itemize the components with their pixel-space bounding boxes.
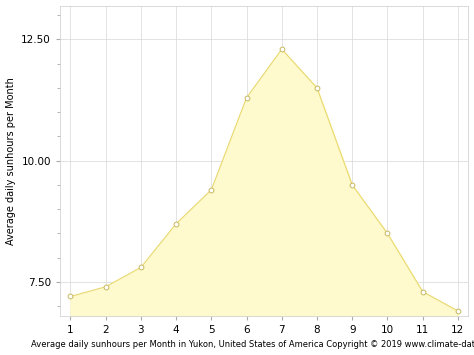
X-axis label: Average daily sunhours per Month in Yukon, United States of America Copyright © : Average daily sunhours per Month in Yuko… [31,340,474,349]
Point [173,221,180,226]
Point [278,47,285,52]
Y-axis label: Average daily sunhours per Month: Average daily sunhours per Month [6,77,16,245]
Point [313,85,321,91]
Point [383,231,391,236]
Point [102,284,109,290]
Point [348,182,356,188]
Point [67,294,74,299]
Point [208,187,215,193]
Point [419,289,427,294]
Point [454,308,462,314]
Point [243,95,250,100]
Point [137,264,145,270]
